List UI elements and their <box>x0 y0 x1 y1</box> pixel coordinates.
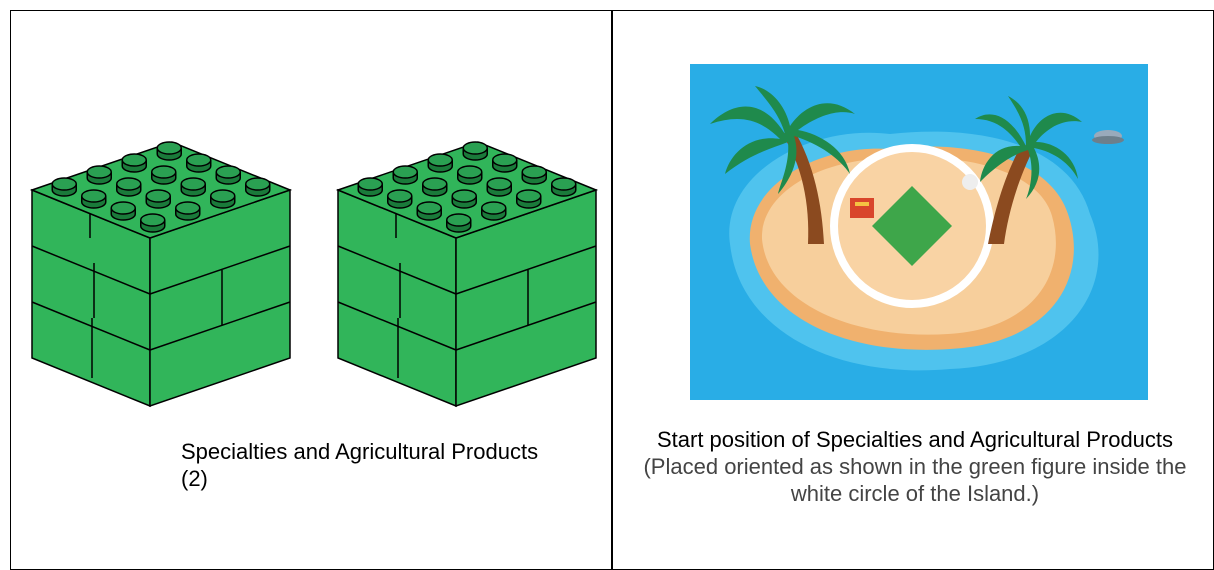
brick-stud-top <box>447 214 471 226</box>
brick-cube <box>32 142 290 406</box>
caption-note: (Placed oriented as shown in the green f… <box>643 454 1186 506</box>
brick-stud-top <box>482 202 506 214</box>
brick-cube <box>338 142 596 406</box>
brick-stud-top <box>176 202 200 214</box>
brick-stud-top <box>52 178 76 190</box>
brick-stud-top <box>452 190 476 202</box>
brick-stud-top <box>141 214 165 226</box>
cell-divider <box>611 10 613 570</box>
island-image <box>690 64 1148 400</box>
brick-stud-top <box>552 178 576 190</box>
brick-stud-top <box>463 142 487 154</box>
brick-stud-top <box>187 154 211 166</box>
brick-stud-top <box>358 178 382 190</box>
lego-bricks <box>20 130 610 415</box>
brick-stud-top <box>152 166 176 178</box>
brick-stud-top <box>517 190 541 202</box>
brick-stud-top <box>393 166 417 178</box>
brick-stud-top <box>522 166 546 178</box>
brick-stud-top <box>388 190 412 202</box>
caption: Start position of Specialties and Agricu… <box>622 426 1208 507</box>
brick-stud-top <box>157 142 181 154</box>
brick-stud-top <box>493 154 517 166</box>
page: Specialties and Agricultural Products (2… <box>0 0 1214 554</box>
caption-text: Start position of Specialties and Agricu… <box>657 427 1173 452</box>
brick-stud-top <box>87 166 111 178</box>
brick-stud-top <box>111 202 135 214</box>
brick-stud-top <box>423 178 447 190</box>
brick-stud-top <box>117 178 141 190</box>
brick-stud-top <box>122 154 146 166</box>
brick-stud-top <box>82 190 106 202</box>
caption: Specialties and Agricultural Products (2… <box>181 438 561 492</box>
brick-stud-top <box>211 190 235 202</box>
brick-stud-top <box>216 166 240 178</box>
brick-stud-top <box>246 178 270 190</box>
brick-stud-top <box>458 166 482 178</box>
brick-stud-top <box>428 154 452 166</box>
brick-stud-top <box>417 202 441 214</box>
brick-stud-top <box>146 190 170 202</box>
brick-stud-top <box>487 178 511 190</box>
brick-stud-top <box>181 178 205 190</box>
